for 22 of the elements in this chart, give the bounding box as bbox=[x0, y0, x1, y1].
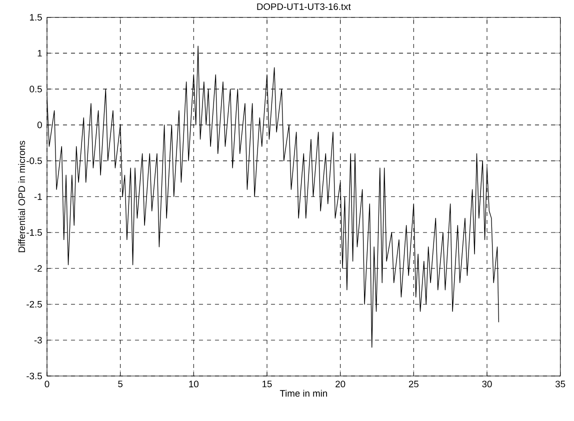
chart-title: DOPD-UT1-UT3-16.txt bbox=[257, 3, 351, 10]
y-tick-label: -3.5 bbox=[26, 372, 42, 380]
x-tick-label: 35 bbox=[556, 380, 566, 388]
x-tick-label: 10 bbox=[189, 380, 198, 388]
y-tick-label: 1.5 bbox=[30, 14, 42, 21]
y-tick-label: -3 bbox=[34, 336, 42, 344]
y-tick-label: 1 bbox=[38, 50, 42, 56]
x-tick-label: 25 bbox=[408, 380, 418, 388]
x-axis-title: Time in min bbox=[280, 390, 327, 397]
y-tick-label: -2 bbox=[34, 265, 42, 272]
y-axis-title: Differential OPD in microns bbox=[18, 140, 26, 252]
y-tick-label: -1.5 bbox=[26, 229, 42, 236]
y-tick-label: -0.5 bbox=[26, 158, 42, 164]
y-tick-label: -2.5 bbox=[26, 300, 42, 308]
x-tick-label: 5 bbox=[118, 380, 123, 388]
y-tick-label: -1 bbox=[34, 193, 42, 200]
x-tick-label: 20 bbox=[336, 380, 346, 388]
x-tick-label: 0 bbox=[44, 380, 50, 388]
x-tick-label: 15 bbox=[262, 380, 272, 388]
y-tick-label: 0.5 bbox=[30, 86, 42, 92]
x-tick-label: 30 bbox=[482, 380, 492, 388]
y-tick-label: 0 bbox=[37, 122, 42, 128]
